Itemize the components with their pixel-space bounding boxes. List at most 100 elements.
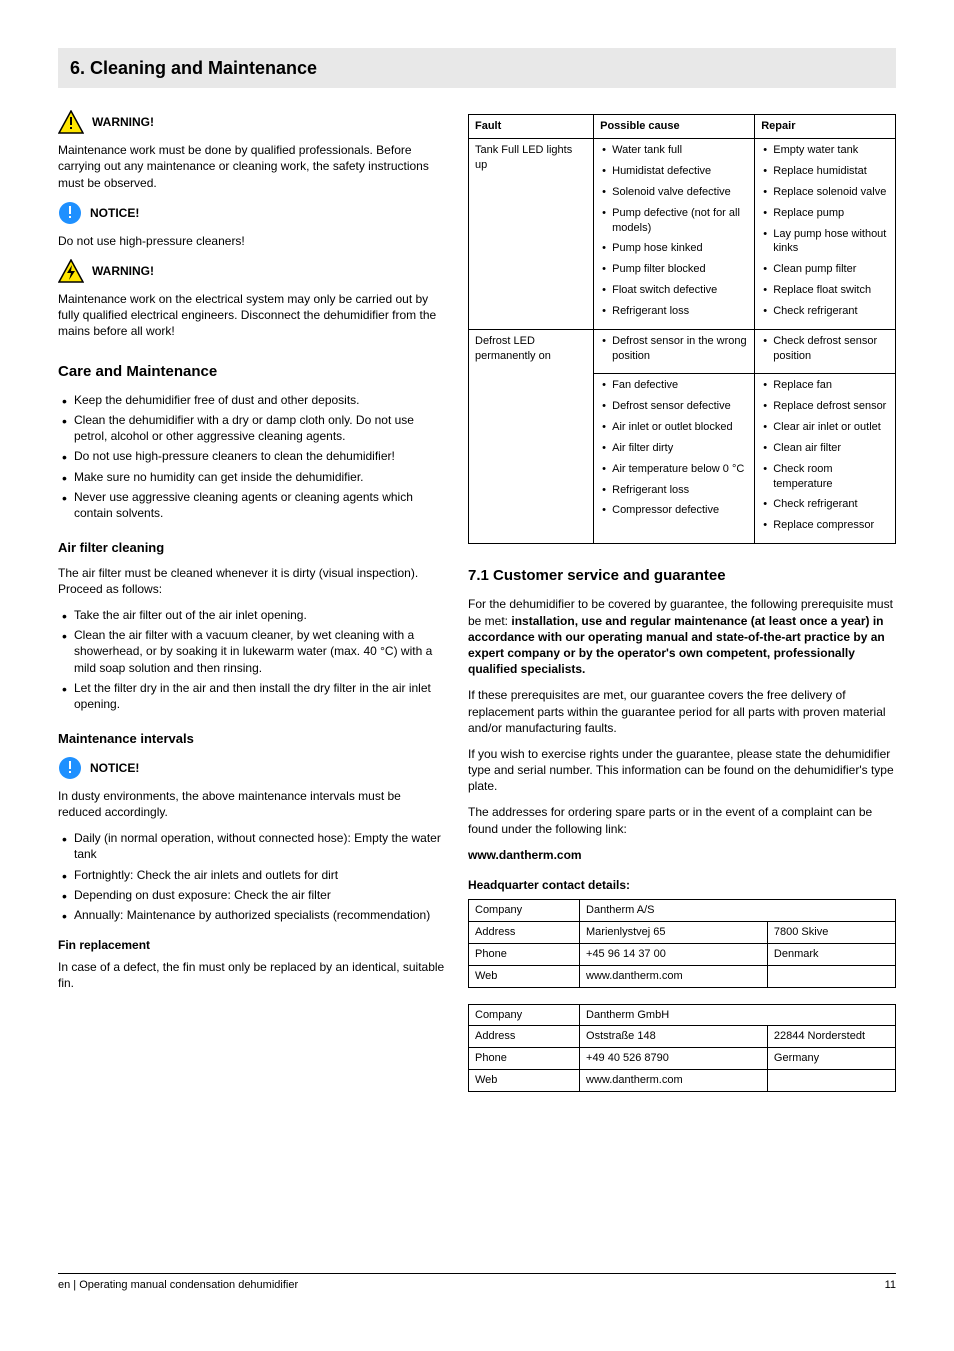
service-subhead: 7.1 Customer service and guarantee	[468, 566, 896, 586]
list-item: Do not use high-pressure cleaners to cle…	[58, 448, 446, 464]
table-row: Phone+49 40 526 8790Germany	[469, 1048, 896, 1070]
notice-1-text: Do not use high-pressure cleaners!	[58, 233, 446, 249]
table-header-cell: Fault	[469, 115, 594, 139]
list-item: Empty water tank	[761, 143, 889, 158]
right-column: FaultPossible causeRepair Tank Full LED …	[468, 110, 896, 1108]
interval-subhead: Maintenance intervals	[58, 730, 446, 748]
table-row: Defrost LED permanently onDefrost sensor…	[469, 329, 896, 374]
list-item: Air temperature below 0 °C	[600, 462, 748, 477]
list-item: Check room temperature	[761, 462, 889, 492]
list-item: Defrost sensor defective	[600, 399, 748, 414]
list-item: Clean pump filter	[761, 262, 889, 277]
table-row: CompanyDantherm A/S	[469, 900, 896, 922]
table-row: AddressOststraße 14822844 Norderstedt	[469, 1026, 896, 1048]
contact-value: 22844 Norderstedt	[767, 1026, 895, 1048]
service-p4: The addresses for ordering spare parts o…	[468, 804, 896, 836]
interval-notice-text: In dusty environments, the above mainten…	[58, 788, 446, 820]
contact-table-2: CompanyDantherm GmbHAddressOststraße 148…	[468, 1004, 896, 1092]
list-item: Clear air inlet or outlet	[761, 420, 889, 435]
service-link[interactable]: www.dantherm.com	[468, 847, 896, 863]
list-item: Refrigerant loss	[600, 483, 748, 498]
filter-subhead: Air filter cleaning	[58, 539, 446, 557]
list-item: Replace solenoid valve	[761, 185, 889, 200]
list-item: Depending on dust exposure: Check the ai…	[58, 887, 446, 903]
list-item: Take the air filter out of the air inlet…	[58, 607, 446, 623]
fin-text: In case of a defect, the fin must only b…	[58, 959, 446, 991]
repair-cell: Check defrost sensor position	[755, 329, 896, 374]
interval-bullet-list: Daily (in normal operation, without conn…	[58, 830, 446, 923]
list-item: Replace compressor	[761, 518, 889, 533]
page-footer: en | Operating manual condensation dehum…	[58, 1273, 896, 1293]
footer-left: en | Operating manual condensation dehum…	[58, 1278, 298, 1293]
footer-right: 11	[885, 1278, 896, 1293]
warning-2-text: Maintenance work on the electrical syste…	[58, 291, 446, 340]
left-column: WARNING! Maintenance work must be done b…	[58, 110, 446, 1108]
list-item: Pump filter blocked	[600, 262, 748, 277]
table-row: Webwww.dantherm.com	[469, 1070, 896, 1092]
list-item: Check refrigerant	[761, 497, 889, 512]
contact-value: Marienlystvej 65	[580, 922, 768, 944]
table-row: Tank Full LED lights upWater tank fullHu…	[469, 139, 896, 330]
list-item: Replace pump	[761, 206, 889, 221]
contact-value: www.dantherm.com	[580, 965, 768, 987]
contact-key: Phone	[469, 943, 580, 965]
repair-cell: Replace fanReplace defrost sensorClear a…	[755, 374, 896, 544]
list-item: Refrigerant loss	[600, 304, 748, 319]
list-item: Replace float switch	[761, 283, 889, 298]
interval-notice-row: NOTICE!	[58, 756, 446, 780]
contact-value: Dantherm A/S	[580, 900, 896, 922]
filter-steps-list: Take the air filter out of the air inlet…	[58, 607, 446, 712]
contact-value: 7800 Skive	[767, 922, 895, 944]
list-item: Defrost sensor in the wrong position	[600, 334, 748, 364]
table-header-cell: Repair	[755, 115, 896, 139]
list-item: Solenoid valve defective	[600, 185, 748, 200]
contact-value: Dantherm GmbH	[580, 1004, 896, 1026]
table-row: CompanyDantherm GmbH	[469, 1004, 896, 1026]
table-row: Webwww.dantherm.com	[469, 965, 896, 987]
contact-value: Oststraße 148	[580, 1026, 768, 1048]
service-p1: For the dehumidifier to be covered by gu…	[468, 596, 896, 677]
contact-key: Web	[469, 965, 580, 987]
list-item: Clean the dehumidifier with a dry or dam…	[58, 412, 446, 444]
contact-key: Company	[469, 900, 580, 922]
list-item: Lay pump hose without kinks	[761, 227, 889, 257]
contact-value: +45 96 14 37 00	[580, 943, 768, 965]
contact-value: Germany	[767, 1048, 895, 1070]
contact-value	[767, 965, 895, 987]
contact-key: Company	[469, 1004, 580, 1026]
service-p3: If you wish to exercise rights under the…	[468, 746, 896, 795]
cause-cell: Water tank full Humidistat defective Solen…	[594, 139, 755, 330]
list-item: Replace humidistat	[761, 164, 889, 179]
notice-circle-icon	[58, 756, 82, 780]
cause-cell: Defrost sensor in the wrong position	[594, 329, 755, 374]
two-column-layout: WARNING! Maintenance work must be done b…	[58, 110, 896, 1108]
list-item: Water tank full	[600, 143, 748, 158]
service-p2: If these prerequisites are met, our guar…	[468, 687, 896, 736]
contact-heading: Headquarter contact details:	[468, 877, 896, 893]
repair-cell: Empty water tank Replace humidistat Replac…	[755, 139, 896, 330]
contact-value: Denmark	[767, 943, 895, 965]
warning-2-label: WARNING!	[92, 259, 154, 279]
list-item: Keep the dehumidifier free of dust and o…	[58, 392, 446, 408]
warning-triangle-icon	[58, 110, 84, 134]
fin-heading: Fin replacement	[58, 937, 446, 953]
list-item: Clean air filter	[761, 441, 889, 456]
section-heading-text: 6. Cleaning and Maintenance	[70, 58, 317, 78]
list-item: Air inlet or outlet blocked	[600, 420, 748, 435]
list-item: Make sure no humidity can get inside the…	[58, 469, 446, 485]
list-item: Replace defrost sensor	[761, 399, 889, 414]
list-item: Fortnightly: Check the air inlets and ou…	[58, 867, 446, 883]
notice-circle-icon	[58, 201, 82, 225]
list-item: Annually: Maintenance by authorized spec…	[58, 907, 446, 923]
list-item: Pump hose kinked	[600, 241, 748, 256]
list-item: Never use aggressive cleaning agents or …	[58, 489, 446, 521]
list-item: Humidistat defective	[600, 164, 748, 179]
list-item: Daily (in normal operation, without conn…	[58, 830, 446, 862]
warning-1-text: Maintenance work must be done by qualifi…	[58, 142, 446, 191]
table-header-cell: Possible cause	[594, 115, 755, 139]
contact-value: www.dantherm.com	[580, 1070, 768, 1092]
contact-key: Phone	[469, 1048, 580, 1070]
list-item: Float switch defective	[600, 283, 748, 298]
list-item: Check defrost sensor position	[761, 334, 889, 364]
list-item: Compressor defective	[600, 503, 748, 518]
